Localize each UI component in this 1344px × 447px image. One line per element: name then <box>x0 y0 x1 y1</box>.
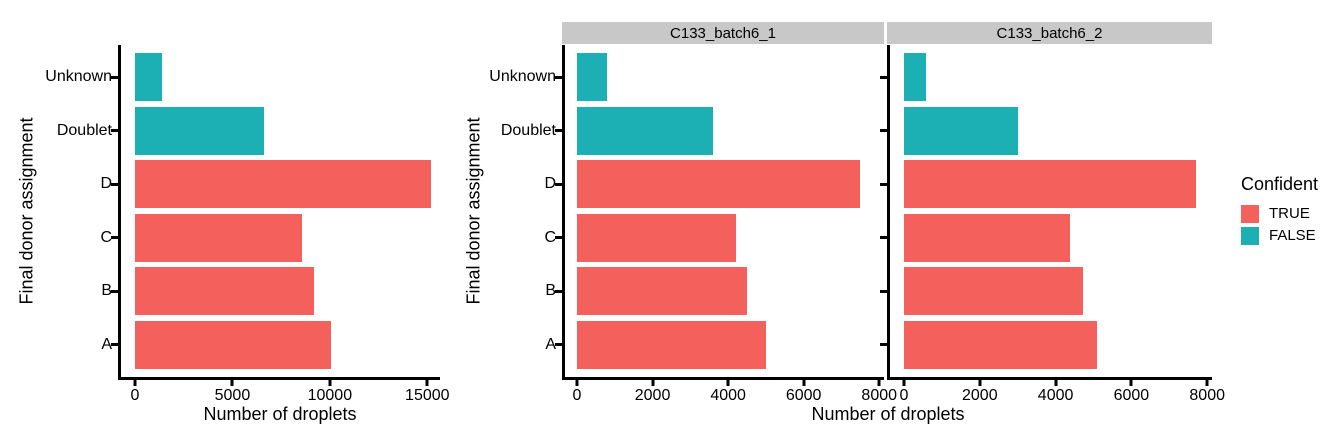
y-axis-label-d: D <box>100 175 112 193</box>
facet-panel-batch6-1 <box>555 45 884 380</box>
y-axis-label-b: B <box>545 282 556 300</box>
y-tick <box>111 343 118 347</box>
x-tick <box>575 380 579 386</box>
combined-panel <box>111 45 440 380</box>
legend-swatch-false-icon <box>1241 227 1259 245</box>
facet-y-axis-labels: Unknown Doublet D C B A <box>440 45 556 377</box>
bar-batch6-1-doublet <box>577 106 713 155</box>
x-tick <box>802 380 806 386</box>
x-tick <box>1054 380 1058 386</box>
y-tick <box>880 129 887 133</box>
left-x-axis-title: Number of droplets <box>203 404 357 424</box>
y-axis-label-d: D <box>544 175 556 193</box>
bar-batch6-1-unknown <box>577 53 608 102</box>
y-tick <box>555 182 562 186</box>
y-tick <box>555 129 562 133</box>
x-tick <box>230 380 234 386</box>
x-tick-label: 0 <box>899 387 909 404</box>
bar-batch6-2-d <box>904 160 1196 209</box>
y-tick <box>880 182 887 186</box>
x-tick-label: 6000 <box>1113 387 1150 404</box>
left-y-axis-labels: Unknown Doublet D C B A <box>0 45 112 377</box>
y-tick <box>111 75 118 79</box>
bar-batch6-1-b <box>577 267 747 316</box>
y-tick <box>555 236 562 240</box>
bar-batch6-2-c <box>904 213 1070 262</box>
y-axis-label-a: A <box>101 335 112 353</box>
x-tick-label: 5000 <box>214 387 251 404</box>
bar-combined-d <box>135 160 432 209</box>
y-axis-label-unknown: Unknown <box>45 68 112 86</box>
y-axis-label-b: B <box>101 282 112 300</box>
x-tick <box>425 380 429 386</box>
legend-swatch-true-icon <box>1241 205 1259 223</box>
legend-item-false: FALSE <box>1241 227 1318 245</box>
x-tick <box>133 380 137 386</box>
y-tick <box>880 289 887 293</box>
bar-combined-b <box>135 267 315 316</box>
y-tick <box>880 343 887 347</box>
bar-batch6-2-b <box>904 267 1083 316</box>
x-tick-label: 6000 <box>785 387 822 404</box>
bar-batch6-1-d <box>577 160 861 209</box>
y-axis-label-c: C <box>544 228 556 246</box>
bar-batch6-1-c <box>577 213 736 262</box>
y-tick <box>555 289 562 293</box>
x-tick <box>651 380 655 386</box>
y-axis-label-doublet: Doublet <box>500 121 556 139</box>
facet-strip-batch6-2: C133_batch6_2 <box>887 22 1212 44</box>
bar-combined-unknown <box>135 53 162 102</box>
legend: Confident TRUE FALSE <box>1241 174 1318 245</box>
x-tick-label: 0 <box>130 387 140 404</box>
facet-x-axis-title: Number of droplets <box>811 404 965 424</box>
x-tick-label: 2000 <box>962 387 998 404</box>
x-tick-label: 10000 <box>307 387 353 404</box>
x-tick-label: 4000 <box>710 387 746 404</box>
x-tick <box>726 380 730 386</box>
bar-combined-c <box>135 213 302 262</box>
y-tick <box>111 182 118 186</box>
bar-batch6-2-unknown <box>904 53 926 102</box>
facet-strip-batch6-1: C133_batch6_1 <box>562 22 884 44</box>
facet2-x-axis: 0 2000 4000 6000 8000 <box>890 380 1225 414</box>
legend-title: Confident <box>1241 174 1319 194</box>
bar-combined-doublet <box>135 106 264 155</box>
y-tick <box>555 75 562 79</box>
x-tick-label: 8000 <box>861 387 898 404</box>
x-tick <box>877 380 881 386</box>
x-tick <box>902 380 906 386</box>
y-tick <box>111 289 118 293</box>
bar-batch6-2-doublet <box>904 106 1018 155</box>
legend-item-true: TRUE <box>1241 205 1318 223</box>
x-tick-label: 4000 <box>1037 387 1074 404</box>
y-axis-label-a: A <box>545 335 556 353</box>
y-axis-label-unknown: Unknown <box>489 68 556 86</box>
x-tick-label: 8000 <box>1189 387 1225 404</box>
x-tick <box>1205 380 1209 386</box>
x-tick-label: 15000 <box>405 387 450 404</box>
x-tick <box>1129 380 1133 386</box>
x-tick-label: 0 <box>572 387 582 404</box>
x-tick <box>978 380 982 386</box>
legend-label-true: TRUE <box>1269 205 1310 222</box>
bar-batch6-2-a <box>904 320 1097 369</box>
x-tick <box>328 380 332 386</box>
y-tick <box>111 129 118 133</box>
bar-combined-a <box>135 320 332 369</box>
legend-label-false: FALSE <box>1269 227 1316 244</box>
y-tick <box>111 236 118 240</box>
facet1-x-axis: 0 2000 4000 6000 8000 <box>565 380 897 414</box>
y-tick <box>555 343 562 347</box>
bar-batch6-1-a <box>577 320 766 369</box>
y-axis-label-doublet: Doublet <box>56 121 112 139</box>
y-tick <box>880 236 887 240</box>
x-tick-label: 2000 <box>634 387 671 404</box>
y-tick <box>880 75 887 79</box>
facet-panel-batch6-2 <box>880 45 1212 380</box>
left-x-axis: 0 5000 10000 15000 <box>121 380 450 414</box>
y-axis-label-c: C <box>100 228 112 246</box>
